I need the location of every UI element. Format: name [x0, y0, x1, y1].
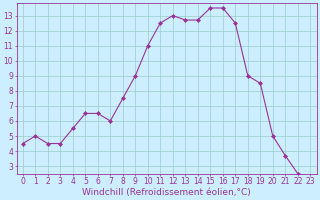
- X-axis label: Windchill (Refroidissement éolien,°C): Windchill (Refroidissement éolien,°C): [82, 188, 251, 197]
